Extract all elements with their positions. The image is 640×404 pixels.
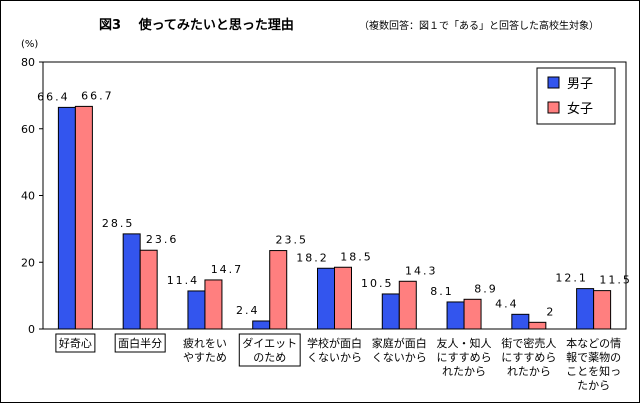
x-category-line: のため	[253, 351, 286, 364]
data-label: 2	[546, 305, 555, 318]
bar-boys	[187, 290, 206, 330]
x-category-line: ことを知っ	[566, 364, 621, 378]
data-label: 11.5	[599, 274, 632, 287]
legend-swatch	[547, 101, 560, 114]
x-category-line: れたから	[507, 365, 551, 378]
chart-title: 図3 使ってみたいと思った理由	[99, 17, 294, 33]
data-label: 23.5	[275, 234, 308, 247]
bar-girls	[204, 279, 223, 330]
x-category-line: 本などの情	[566, 336, 621, 350]
data-label: 10.5	[361, 277, 394, 290]
x-category-line: 報で薬物の	[566, 350, 621, 364]
bar-girls	[398, 280, 417, 330]
data-label: 2.4	[236, 304, 260, 317]
y-tick-label: 60	[21, 123, 35, 136]
bar-boys	[57, 106, 76, 330]
y-tick-label: 0	[28, 323, 35, 336]
data-label: 14.7	[211, 263, 244, 276]
bar-boys	[576, 288, 595, 330]
x-category-line: 街で密売人	[501, 336, 556, 350]
plot-area: 0 20 40 60 80 66.4 28.5 11.4 2.4 18.2 10.5 8.1 4.4 12…	[21, 56, 632, 392]
category-highlight-box	[238, 333, 301, 367]
x-category-line: にすすめら	[501, 351, 556, 364]
bar-boys	[252, 320, 271, 330]
bar-boys	[381, 293, 400, 330]
data-label: 4.4	[495, 297, 519, 310]
data-label: 18.2	[296, 251, 329, 264]
bar-boys	[511, 313, 530, 330]
data-label: 12.1	[555, 272, 588, 285]
bar-boys	[317, 267, 335, 330]
x-category-label: 好奇心	[59, 336, 92, 350]
y-axis-label: (%)	[21, 39, 38, 50]
x-category-line: れたから	[442, 365, 486, 378]
x-category-line: 学校が面白	[307, 336, 362, 350]
x-category-line: 面白半分	[118, 336, 162, 350]
x-category-line: くないから	[372, 351, 427, 364]
x-category-line: 友人・知人	[437, 336, 492, 350]
bar-girls	[593, 290, 612, 330]
category-highlight-box	[55, 333, 96, 353]
x-category-line: やすため	[183, 351, 227, 364]
data-label: 14.3	[405, 264, 438, 277]
legend-label: 男子	[567, 77, 593, 92]
x-category-line: にすすめら	[436, 351, 491, 364]
x-category-line: 疲れをい	[183, 336, 227, 350]
data-label: 8.9	[474, 282, 498, 295]
bar-boys	[122, 233, 141, 330]
y-tick-label: 20	[21, 256, 35, 269]
data-label: 23.6	[146, 233, 179, 246]
x-category-line: 家庭が面白	[372, 336, 427, 350]
legend-swatch	[547, 76, 560, 89]
bar-girls	[528, 321, 547, 330]
x-category-line: たから	[577, 379, 610, 392]
data-label: 66.4	[37, 90, 70, 103]
x-category-line: 好奇心	[59, 336, 92, 350]
bar-girls	[334, 266, 352, 330]
data-label: 8.1	[430, 285, 454, 298]
data-label: 11.4	[167, 274, 200, 287]
bar-boys	[446, 301, 465, 330]
bar-girls	[139, 249, 158, 330]
data-label: 66.7	[81, 89, 114, 102]
bar-girls	[463, 298, 482, 330]
y-tick-label: 40	[21, 190, 35, 203]
data-label: 18.5	[340, 250, 373, 263]
x-category-line: ダイエット	[242, 336, 297, 350]
data-label: 28.5	[102, 217, 135, 230]
y-tick-label: 80	[21, 56, 35, 69]
x-category-line: くないから	[307, 351, 362, 364]
bar-girls	[269, 250, 288, 330]
chart-subtitle: （複数回答：図１で「ある」と回答した高校生対象）	[359, 19, 599, 32]
legend-label: 女子	[567, 101, 593, 117]
x-category-label: 面白半分	[118, 336, 162, 350]
bar-girls	[74, 105, 93, 330]
category-highlight-box	[114, 333, 166, 353]
